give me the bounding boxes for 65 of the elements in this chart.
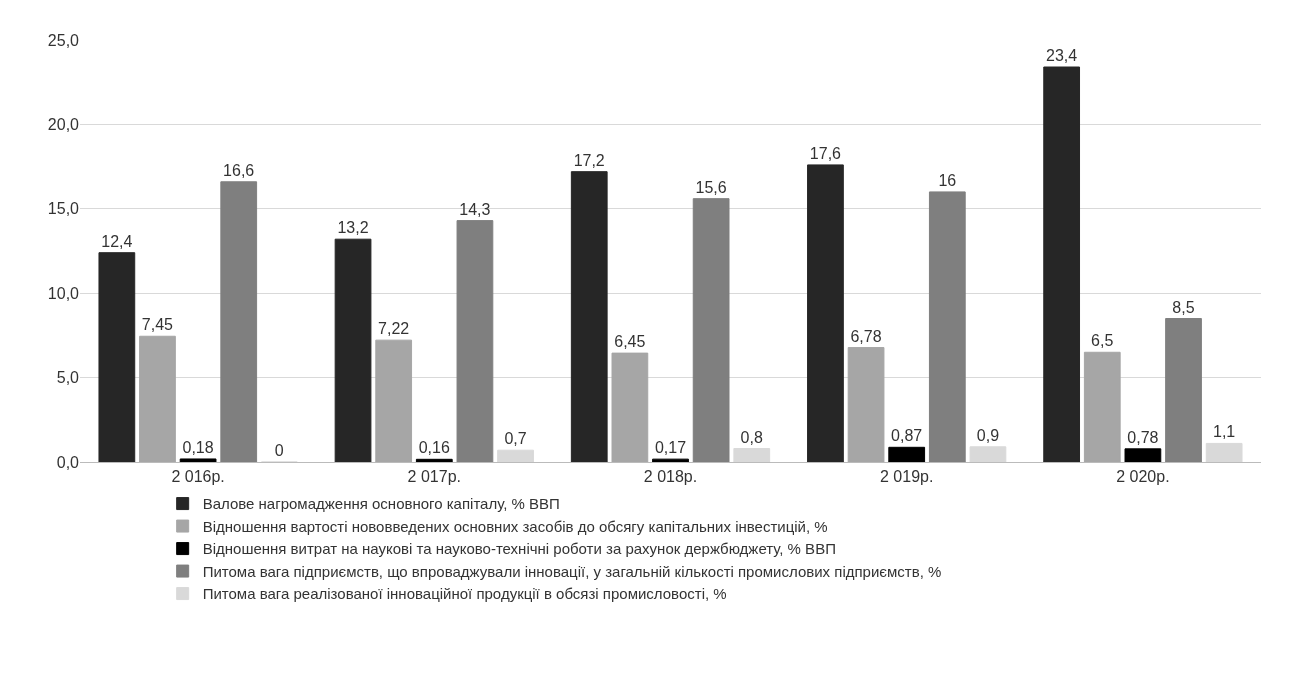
- bar: [1124, 448, 1162, 462]
- data-label: 12,4: [101, 232, 133, 250]
- bar: [497, 449, 534, 462]
- data-label: 16: [938, 171, 957, 189]
- y-tick-label: 5,0: [56, 369, 80, 387]
- y-tick-label: 10,0: [47, 284, 80, 302]
- data-label: 17,2: [573, 151, 605, 169]
- bar: [969, 446, 1007, 462]
- bar: [570, 171, 608, 462]
- bar: [807, 164, 844, 462]
- bar: [179, 458, 217, 462]
- bar: [1083, 351, 1121, 462]
- data-label: 13,2: [337, 219, 369, 237]
- data-label: 6,78: [850, 327, 882, 345]
- bar: [1205, 442, 1243, 462]
- y-tick-label: 25,0: [47, 31, 80, 49]
- bar: [928, 191, 966, 462]
- data-label: 14,3: [459, 200, 491, 218]
- data-label: 7,22: [378, 320, 410, 338]
- bar: [692, 198, 730, 462]
- data-label: 6,5: [1091, 332, 1114, 350]
- y-tick-label: 0,0: [56, 453, 80, 471]
- bar: [611, 352, 649, 462]
- x-tick-label: 2 019р.: [880, 468, 934, 486]
- data-label: 15,6: [695, 178, 727, 196]
- data-label: 17,6: [809, 144, 842, 162]
- bar: [847, 347, 885, 462]
- legend-label: Питома вага реалізованої інноваційної продукції в обсязі промисловості, %: [202, 585, 727, 603]
- data-label: 1,1: [1212, 423, 1236, 441]
- data-label: 0,9: [976, 426, 1000, 444]
- bar: [1165, 318, 1202, 462]
- y-tick-label: 20,0: [47, 116, 80, 133]
- legend-label: Відношення вартості нововведених основних засобів до обсягу капітальних інвестицій, %: [202, 517, 828, 535]
- x-tick-label: 2 017р.: [407, 468, 461, 486]
- data-label: 8,5: [1172, 298, 1195, 316]
- bar: [415, 458, 453, 462]
- data-label: 0,16: [418, 439, 450, 457]
- legend-label: Відношення витрат на наукові та науково-технічні роботи за рахунок держбюджету, % ВВП: [202, 540, 836, 558]
- data-label: 0,8: [740, 428, 763, 446]
- data-label: 0,87: [891, 427, 923, 445]
- bar: [98, 252, 136, 462]
- bar: [139, 335, 176, 462]
- data-label: 0: [274, 442, 284, 459]
- legend-label: Валове нагромадження основного капіталу, % ВВП: [202, 495, 560, 513]
- bar: [456, 220, 494, 462]
- x-tick-label: 2 020р.: [1116, 468, 1170, 486]
- bar: [220, 181, 258, 462]
- legend-label: Питома вага підприємств, що впроваджували інновації, у загальній кількості промислових підприємств, %: [202, 562, 942, 580]
- y-tick-label: 15,0: [47, 200, 80, 218]
- bar: [1043, 66, 1081, 462]
- data-label: 0,7: [504, 430, 527, 448]
- bar: [733, 448, 771, 462]
- data-label: 0,18: [182, 438, 214, 456]
- data-label: 16,6: [223, 161, 255, 179]
- data-label: 6,45: [614, 333, 646, 351]
- data-label: 7,45: [141, 316, 174, 334]
- x-tick-label: 2 018р.: [643, 468, 698, 486]
- bar: [375, 339, 413, 462]
- bar: [652, 458, 689, 462]
- bar: [334, 238, 372, 462]
- data-label: 23,4: [1046, 47, 1078, 65]
- x-tick-label: 2 016р.: [171, 468, 225, 486]
- bar: [888, 446, 926, 462]
- data-label: 0,78: [1127, 428, 1159, 446]
- data-label: 0,17: [654, 439, 687, 457]
